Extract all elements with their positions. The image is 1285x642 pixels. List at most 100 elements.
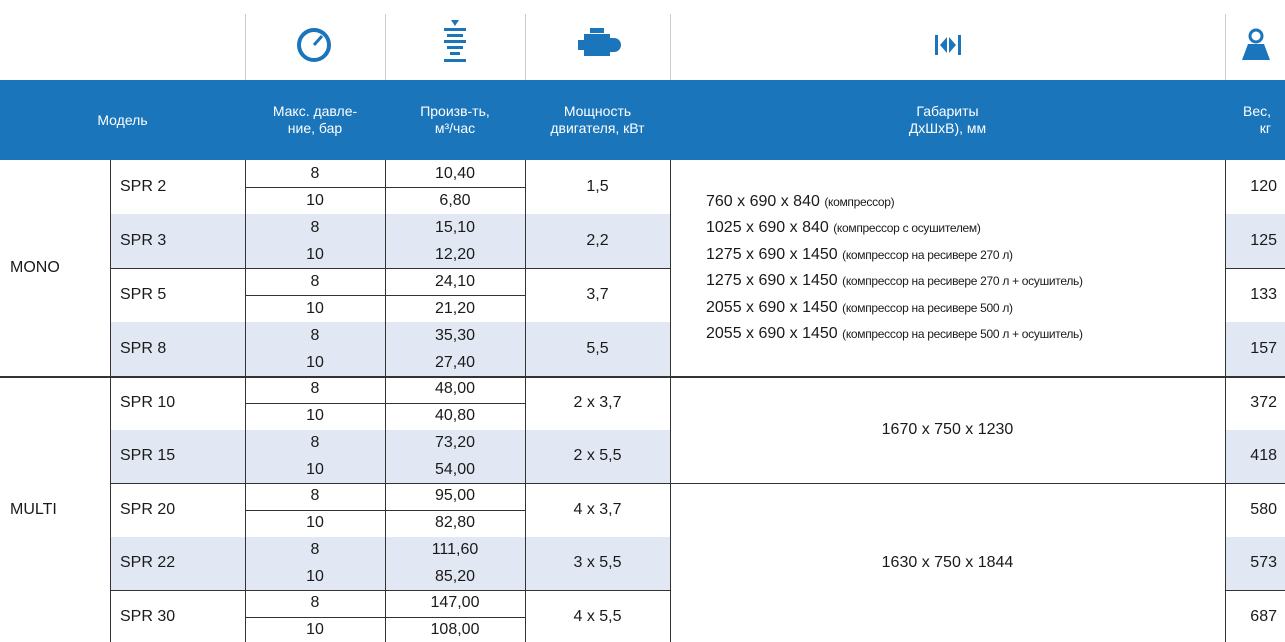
header-line: ДхШхВ), мм bbox=[908, 120, 987, 136]
header-cell: Произв-ть, м³/час bbox=[385, 80, 525, 160]
pressure: 8 bbox=[310, 272, 320, 290]
weight: 125 bbox=[1225, 214, 1285, 268]
grid-line bbox=[1225, 160, 1226, 642]
capacity: 27,40 bbox=[385, 349, 525, 376]
dimension-line: 1670 x 750 x 1230 bbox=[882, 421, 1014, 439]
capacity: 147,00 bbox=[430, 594, 480, 612]
model-name: SPR 5 bbox=[120, 286, 167, 303]
dimension-size: 1025 x 690 x 840 bbox=[706, 219, 829, 236]
header-line: Мощность bbox=[563, 103, 632, 119]
pressure: 10 bbox=[306, 191, 324, 209]
grid-line bbox=[110, 483, 670, 484]
header-line: Модель bbox=[97, 111, 148, 128]
header-cell: Модель bbox=[0, 80, 245, 160]
capacity: 108,00 bbox=[430, 621, 480, 639]
capacity: 48,00 bbox=[434, 380, 476, 398]
grid-line bbox=[0, 376, 1285, 378]
pressure: 8 bbox=[245, 536, 385, 564]
dimension-note: (компрессор на ресивере 270 л) bbox=[842, 247, 1013, 262]
capacity: 6,80 bbox=[439, 191, 471, 209]
weight: 573 bbox=[1225, 536, 1285, 590]
dimension-line: 1275 x 690 x 1450 (компрессор на ресивер… bbox=[706, 268, 1083, 295]
capacity: 111,60 bbox=[385, 536, 525, 564]
dimension-note: (компрессор на ресивере 500 л) bbox=[842, 300, 1013, 315]
weight: 687 bbox=[1250, 607, 1277, 625]
capacity: 24,10 bbox=[434, 272, 476, 290]
pressure: 10 bbox=[306, 407, 324, 425]
dimension-size: 1630 x 750 x 1844 bbox=[881, 554, 1014, 572]
header-line: м³/час bbox=[434, 120, 476, 136]
header-cell: Макс. давле-ние, бар bbox=[245, 80, 385, 160]
header-line: Вес, bbox=[1242, 103, 1271, 119]
grid-line bbox=[670, 160, 671, 642]
power: 3,7 bbox=[586, 286, 609, 303]
capacity: 73,20 bbox=[385, 429, 525, 457]
weight: 372 bbox=[1250, 393, 1277, 411]
icon-row bbox=[245, 14, 1270, 80]
weight: 120 bbox=[1250, 178, 1277, 195]
engine-icon bbox=[578, 28, 621, 56]
dimensions: 1630 x 750 x 1844 bbox=[670, 483, 1225, 642]
model-name: SPR 10 bbox=[120, 393, 176, 411]
model-name: SPR 20 bbox=[120, 500, 176, 518]
power: 2,2 bbox=[525, 214, 670, 268]
capacity-icon bbox=[444, 20, 466, 62]
power: 2 x 3,7 bbox=[573, 393, 622, 411]
dimensions-icon bbox=[935, 35, 961, 55]
capacity: 54,00 bbox=[385, 456, 525, 483]
power: 5,5 bbox=[525, 322, 670, 376]
capacity: 82,80 bbox=[434, 514, 476, 532]
header-cell: Мощность двигателя, кВт bbox=[525, 80, 670, 160]
grid-line bbox=[1225, 590, 1285, 591]
dimension-note: (компрессор на ресивере 500 л + осушител… bbox=[842, 327, 1083, 341]
dimension-size: 2055 x 690 x 1450 bbox=[706, 325, 838, 342]
capacity: 15,10 bbox=[385, 214, 525, 241]
pressure: 10 bbox=[245, 241, 385, 268]
dimensions: 1670 x 750 x 1230 bbox=[670, 376, 1225, 483]
grid-line bbox=[110, 268, 670, 269]
dimension-line: 1275 x 690 x 1450 (компрессор на ресивер… bbox=[706, 242, 1013, 269]
capacity: 12,20 bbox=[385, 241, 525, 268]
power: 4 x 5,5 bbox=[573, 607, 622, 625]
group-name: MONO bbox=[10, 259, 60, 276]
weight: 157 bbox=[1225, 322, 1285, 376]
model-name: SPR 2 bbox=[120, 178, 167, 195]
dimension-size: 760 x 690 x 840 bbox=[706, 192, 820, 210]
model-name: SPR 8 bbox=[110, 322, 245, 376]
dimension-size: 1275 x 690 x 1450 bbox=[706, 245, 838, 263]
pressure: 10 bbox=[306, 299, 324, 317]
pressure: 8 bbox=[310, 594, 320, 612]
pressure: 8 bbox=[245, 429, 385, 457]
model-name: SPR 15 bbox=[110, 429, 245, 483]
capacity: 10,40 bbox=[434, 164, 476, 182]
pressure: 10 bbox=[306, 514, 324, 532]
pressure: 8 bbox=[245, 214, 385, 241]
header-bar bbox=[0, 80, 1285, 160]
model-name: SPR 3 bbox=[110, 214, 245, 268]
header-line: двигателя, кВт bbox=[550, 120, 645, 136]
pressure: 10 bbox=[245, 563, 385, 590]
power: 1,5 bbox=[586, 178, 609, 195]
dimension-line: 760 x 690 x 840 (компрессор) bbox=[706, 189, 895, 216]
grid-line bbox=[110, 590, 670, 591]
grid-line bbox=[110, 160, 111, 642]
model-name: SPR 30 bbox=[120, 607, 176, 625]
grid-line bbox=[245, 160, 246, 642]
pressure: 10 bbox=[245, 349, 385, 376]
weight-icon bbox=[1242, 28, 1270, 60]
capacity: 95,00 bbox=[434, 487, 476, 505]
power: 2 x 5,5 bbox=[525, 429, 670, 483]
weight: 418 bbox=[1225, 429, 1285, 483]
capacity: 35,30 bbox=[385, 322, 525, 349]
header-line: ние, бар bbox=[287, 120, 343, 136]
dimension-line: 1630 x 750 x 1844 bbox=[882, 554, 1014, 572]
model-name: SPR 22 bbox=[110, 536, 245, 590]
capacity: 40,80 bbox=[434, 407, 476, 425]
dimension-size: 2055 x 690 x 1450 bbox=[706, 298, 838, 316]
header-line: Произв-ть, bbox=[420, 103, 490, 119]
power: 3 x 5,5 bbox=[525, 536, 670, 590]
grid-line bbox=[670, 483, 1225, 484]
dimension-note: (компрессор на ресивере 270 л + осушител… bbox=[842, 274, 1083, 288]
pressure: 10 bbox=[306, 621, 324, 639]
